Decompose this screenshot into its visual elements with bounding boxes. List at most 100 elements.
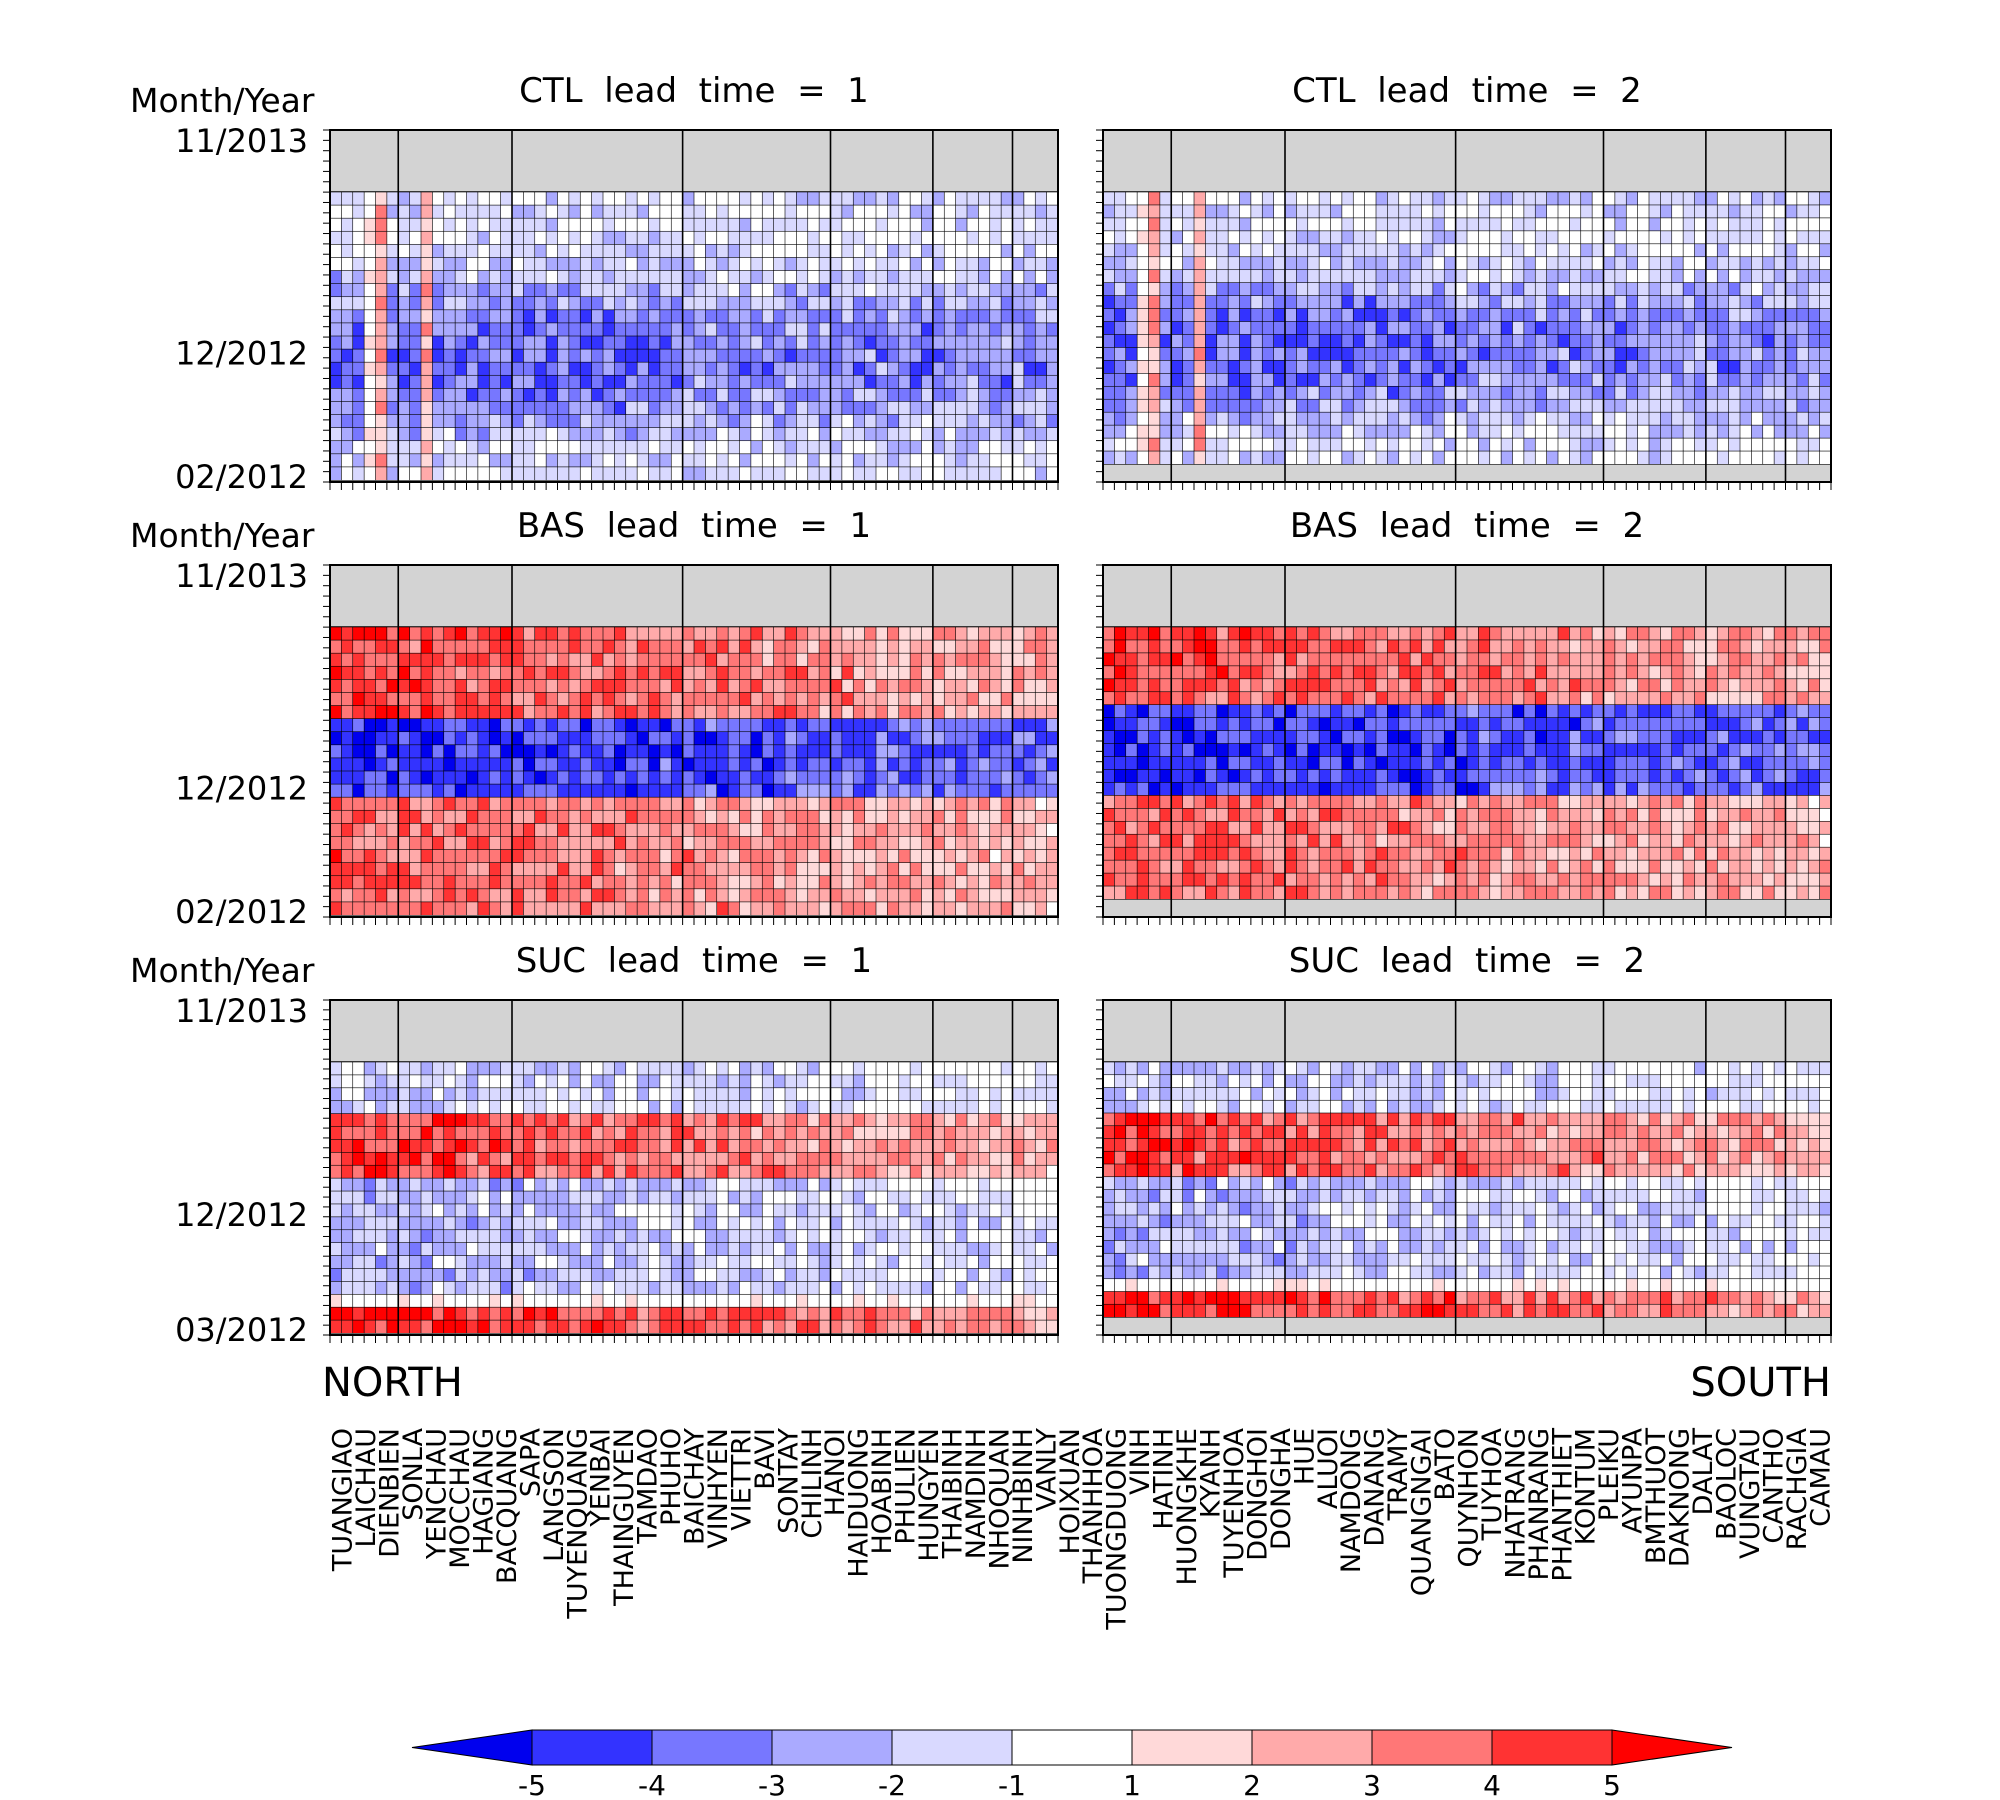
heatmap-cell bbox=[386, 770, 399, 785]
heatmap-cell bbox=[488, 309, 502, 324]
heatmap-cell bbox=[693, 679, 706, 694]
heatmap-cell bbox=[625, 217, 638, 232]
heatmap-cell bbox=[1273, 256, 1286, 271]
heatmap-cell bbox=[716, 414, 729, 429]
heatmap-cell bbox=[830, 770, 843, 785]
heatmap-cell bbox=[682, 770, 695, 785]
heatmap-cell bbox=[648, 705, 661, 720]
heatmap-cell bbox=[591, 440, 604, 455]
heatmap-cell bbox=[1614, 256, 1627, 271]
heatmap-cell bbox=[1443, 347, 1457, 361]
heatmap-cell bbox=[1239, 398, 1252, 413]
heatmap-cell bbox=[955, 244, 968, 259]
heatmap-cell bbox=[1364, 652, 1377, 667]
heatmap-cell bbox=[693, 204, 706, 219]
heatmap-cell bbox=[466, 257, 479, 272]
heatmap-cell bbox=[523, 823, 536, 838]
heatmap-cell bbox=[397, 770, 411, 785]
heatmap-cell bbox=[1500, 295, 1514, 310]
heatmap-cell bbox=[1012, 888, 1025, 903]
heatmap-cell bbox=[818, 652, 832, 667]
heatmap-cell bbox=[1739, 191, 1752, 206]
heatmap-cell bbox=[545, 335, 559, 350]
heatmap-cell bbox=[1102, 665, 1115, 680]
heatmap-cell bbox=[955, 440, 968, 455]
heatmap-cell bbox=[659, 823, 672, 838]
heatmap-cell bbox=[1296, 450, 1309, 465]
heatmap-cell bbox=[1489, 243, 1502, 258]
heatmap-cell bbox=[750, 270, 763, 285]
heatmap-cell bbox=[409, 401, 422, 416]
heatmap-cell bbox=[1716, 691, 1730, 706]
heatmap-cell bbox=[750, 466, 763, 481]
heatmap-cell bbox=[796, 322, 809, 337]
heatmap-cell bbox=[1284, 717, 1297, 732]
heatmap-cell bbox=[1591, 230, 1605, 245]
heatmap-cell bbox=[409, 453, 422, 468]
heatmap-cell bbox=[1409, 282, 1423, 297]
heatmap-cell bbox=[670, 888, 684, 903]
heatmap-cell bbox=[625, 374, 638, 389]
heatmap-cell bbox=[454, 414, 468, 429]
heatmap-cell bbox=[511, 665, 524, 680]
heatmap-cell bbox=[591, 705, 604, 720]
heatmap-cell bbox=[1705, 411, 1718, 426]
heatmap-cell bbox=[773, 757, 786, 772]
heatmap-cell bbox=[921, 836, 934, 851]
heatmap-cell bbox=[386, 374, 399, 389]
heatmap-cell bbox=[1364, 717, 1377, 732]
heatmap-cell bbox=[1352, 717, 1366, 732]
heatmap-cell bbox=[1466, 269, 1479, 284]
heatmap-cell bbox=[1421, 385, 1434, 400]
heatmap-cell bbox=[1159, 269, 1172, 284]
heatmap-cell bbox=[898, 335, 911, 350]
heatmap-cell bbox=[454, 440, 468, 455]
heatmap-cell bbox=[693, 296, 706, 311]
heatmap-cell bbox=[625, 335, 638, 350]
heatmap-cell bbox=[1739, 437, 1752, 452]
heatmap-cell bbox=[1694, 411, 1707, 426]
heatmap-cell bbox=[830, 823, 843, 838]
heatmap-cell bbox=[943, 244, 957, 259]
heatmap-cell bbox=[568, 401, 581, 416]
heatmap-cell bbox=[534, 309, 547, 324]
heatmap-cell bbox=[864, 335, 877, 350]
heatmap-cell bbox=[705, 283, 718, 298]
heatmap-cell bbox=[659, 401, 672, 416]
heatmap-cell bbox=[614, 414, 627, 429]
heatmap-cell bbox=[1046, 849, 1059, 864]
heatmap-cell bbox=[1318, 665, 1332, 680]
heatmap-cell bbox=[568, 862, 581, 877]
heatmap-cell bbox=[875, 823, 888, 838]
heatmap-cell bbox=[796, 401, 809, 416]
heatmap-cell bbox=[1273, 269, 1286, 284]
heatmap-cell bbox=[716, 639, 729, 654]
heatmap-cell bbox=[1398, 665, 1411, 680]
heatmap-cell bbox=[852, 322, 866, 337]
heatmap-cell bbox=[625, 626, 638, 641]
heatmap-cell bbox=[1694, 191, 1707, 206]
heatmap-cell bbox=[875, 335, 888, 350]
heatmap-cell bbox=[1671, 269, 1684, 284]
heatmap-cell bbox=[1762, 243, 1775, 258]
heatmap-cell bbox=[1614, 191, 1627, 206]
heatmap-cell bbox=[1478, 308, 1491, 323]
heatmap-cell bbox=[932, 309, 945, 324]
heatmap-cell bbox=[1591, 217, 1605, 232]
heatmap-cell bbox=[477, 665, 490, 680]
heatmap-cell bbox=[341, 652, 354, 667]
heatmap-cell bbox=[1671, 704, 1684, 719]
heatmap-cell bbox=[1796, 398, 1809, 413]
heatmap-cell bbox=[682, 888, 695, 903]
heatmap-cell bbox=[500, 388, 513, 403]
heatmap-cell bbox=[1421, 360, 1434, 374]
heatmap-cell bbox=[1330, 321, 1343, 336]
heatmap-cell bbox=[932, 401, 945, 416]
heatmap-cell bbox=[1751, 269, 1764, 284]
heatmap-cell bbox=[955, 652, 968, 667]
heatmap-cell bbox=[1341, 256, 1354, 271]
heatmap-cell bbox=[1000, 257, 1014, 272]
heatmap-cell bbox=[909, 230, 923, 245]
heatmap-cell bbox=[670, 270, 684, 285]
heatmap-cell bbox=[523, 809, 536, 824]
